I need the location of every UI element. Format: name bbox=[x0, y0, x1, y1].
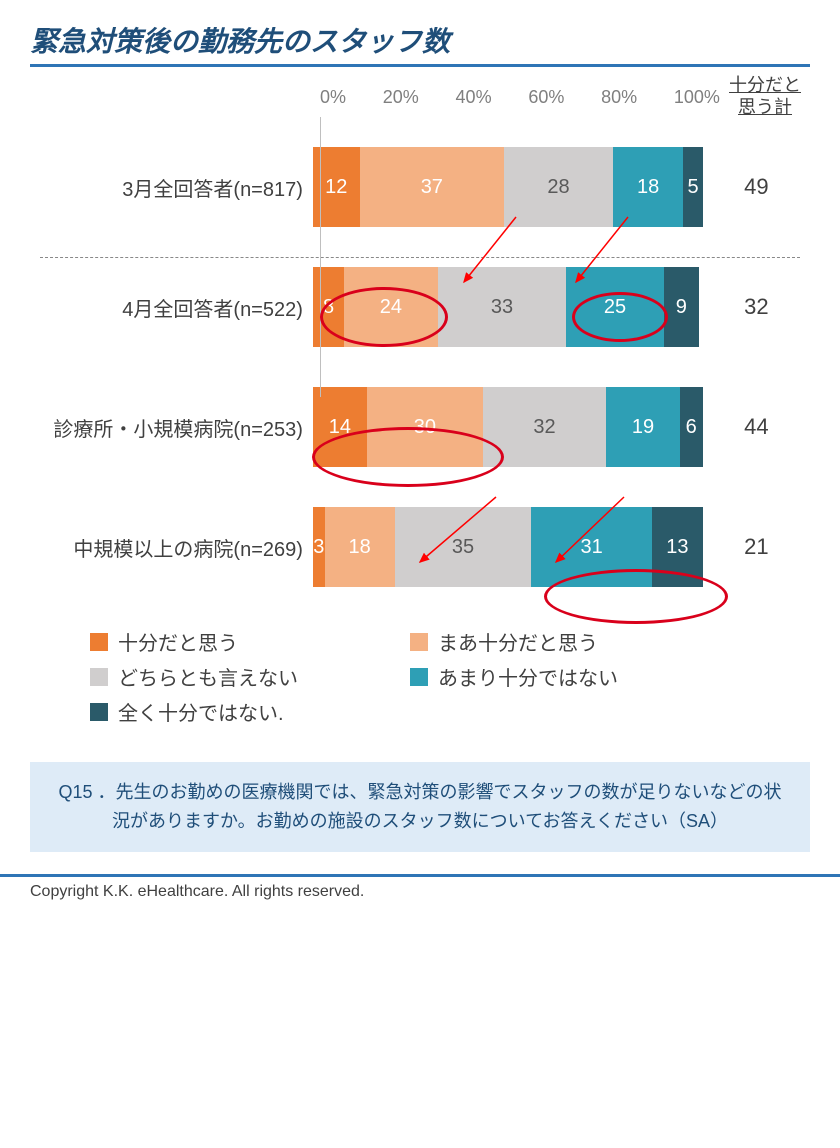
bar-segment: 18 bbox=[325, 507, 395, 587]
bar-segment: 31 bbox=[531, 507, 652, 587]
legend-item: まあ十分だと思う bbox=[410, 627, 730, 656]
row-label: 中規模以上の病院(n=269) bbox=[30, 533, 313, 562]
stacked-bar: 318353113 bbox=[313, 507, 703, 587]
legend-swatch bbox=[90, 703, 108, 721]
question-footnote: Q15 ．先生のお勤めの医療機関では、緊急対策の影響でスタッフの数が足りないなど… bbox=[30, 762, 810, 852]
legend-swatch bbox=[90, 668, 108, 686]
legend-swatch bbox=[410, 633, 428, 651]
legend-item: あまり十分ではない bbox=[410, 662, 730, 691]
bar-segment: 32 bbox=[483, 387, 607, 467]
legend-label: どちらとも言えない bbox=[118, 662, 298, 691]
axis-tick: 20% bbox=[383, 87, 419, 108]
bar-segment: 37 bbox=[360, 147, 504, 227]
bar-segment: 3 bbox=[313, 507, 325, 587]
legend-item: 全く十分ではない. bbox=[90, 697, 410, 726]
row-sum: 32 bbox=[703, 294, 810, 320]
row-sum: 49 bbox=[703, 174, 810, 200]
sum-column-header: 十分だと思う計 bbox=[720, 75, 810, 118]
legend-label: まあ十分だと思う bbox=[438, 627, 598, 656]
row-label: 診療所・小規模病院(n=253) bbox=[30, 413, 313, 442]
bar-segment: 5 bbox=[683, 147, 702, 227]
x-axis: 0% 20% 40% 60% 80% 100% 十分だと思う計 bbox=[30, 77, 810, 117]
bar-segment: 33 bbox=[438, 267, 567, 347]
bar-segment: 13 bbox=[652, 507, 703, 587]
stacked-bar: 123728185 bbox=[313, 147, 703, 227]
chart-row: 診療所・小規模病院(n=253)14303219644 bbox=[30, 377, 810, 477]
axis-tick: 80% bbox=[601, 87, 637, 108]
chart-row: 3月全回答者(n=817)12372818549 bbox=[30, 137, 810, 237]
legend-item: 十分だと思う bbox=[90, 627, 410, 656]
axis-tick: 100% bbox=[674, 87, 720, 108]
axis-tick: 60% bbox=[528, 87, 564, 108]
bar-segment: 24 bbox=[344, 267, 438, 347]
row-sum: 21 bbox=[703, 534, 810, 560]
row-divider bbox=[40, 257, 800, 258]
row-sum: 44 bbox=[703, 414, 810, 440]
legend-label: 全く十分ではない. bbox=[118, 697, 284, 726]
bar-segment: 8 bbox=[313, 267, 344, 347]
copyright-text: Copyright K.K. eHealthcare. All rights r… bbox=[0, 877, 840, 907]
legend-item: どちらとも言えない bbox=[90, 662, 410, 691]
chart-title: 緊急対策後の勤務先のスタッフ数 bbox=[30, 20, 810, 67]
chart-legend: 十分だと思う まあ十分だと思うどちらとも言えない あまり十分ではない全く十分ではない… bbox=[30, 627, 810, 732]
y-axis-line bbox=[320, 117, 321, 397]
bar-segment: 35 bbox=[395, 507, 531, 587]
axis-tick: 0% bbox=[320, 87, 346, 108]
bar-segment: 6 bbox=[680, 387, 703, 467]
stacked-bar: 143032196 bbox=[313, 387, 703, 467]
chart-row: 中規模以上の病院(n=269)31835311321 bbox=[30, 497, 810, 597]
stacked-bar: 82433259 bbox=[313, 267, 703, 347]
bar-segment: 14 bbox=[313, 387, 367, 467]
bar-segment: 30 bbox=[367, 387, 483, 467]
legend-label: 十分だと思う bbox=[118, 627, 238, 656]
bar-segment: 19 bbox=[606, 387, 679, 467]
bar-segment: 28 bbox=[504, 147, 613, 227]
legend-swatch bbox=[90, 633, 108, 651]
axis-tick: 40% bbox=[456, 87, 492, 108]
chart-row: 4月全回答者(n=522)8243325932 bbox=[30, 257, 810, 357]
stacked-bar-chart: 0% 20% 40% 60% 80% 100% 十分だと思う計 3月全回答者(n=817)… bbox=[30, 77, 810, 597]
legend-label: あまり十分ではない bbox=[438, 662, 618, 691]
row-label: 4月全回答者(n=522) bbox=[30, 293, 313, 322]
legend-swatch bbox=[410, 668, 428, 686]
bar-segment: 9 bbox=[664, 267, 699, 347]
bar-segment: 25 bbox=[566, 267, 663, 347]
bar-segment: 18 bbox=[613, 147, 683, 227]
row-label: 3月全回答者(n=817) bbox=[30, 173, 313, 202]
